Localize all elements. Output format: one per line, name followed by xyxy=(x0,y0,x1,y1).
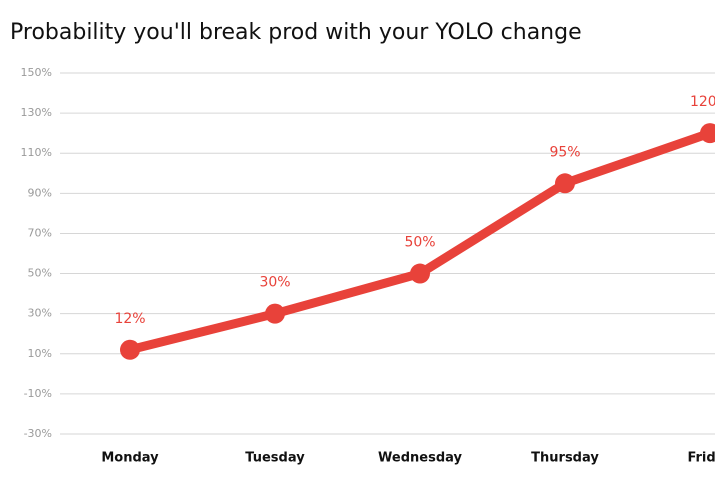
x-tick-label: Monday xyxy=(101,451,159,466)
point xyxy=(265,303,285,324)
point xyxy=(120,339,140,360)
y-tick-label: 90% xyxy=(28,186,52,199)
value-label: 95% xyxy=(549,144,580,160)
y-tick-label: 110% xyxy=(21,146,52,159)
y-tick-label: 70% xyxy=(28,226,52,239)
value-label: 12% xyxy=(114,311,145,327)
x-tick-label: Wednesday xyxy=(378,451,462,466)
x-tick-label: Friday xyxy=(687,451,715,466)
y-tick-label: -30% xyxy=(24,427,52,440)
chart-title: Probability you'll break prod with your … xyxy=(10,20,582,45)
point xyxy=(700,123,715,144)
value-label: 120% xyxy=(690,94,715,110)
y-tick-label: 10% xyxy=(28,347,52,360)
y-tick-label: 150% xyxy=(21,66,52,79)
y-tick-label: -10% xyxy=(24,387,52,400)
value-label: 50% xyxy=(404,235,435,251)
x-tick-label: Tuesday xyxy=(245,451,305,466)
point xyxy=(555,173,575,194)
y-tick-label: 50% xyxy=(28,267,52,280)
point xyxy=(410,263,430,284)
y-tick-label: 30% xyxy=(28,307,52,320)
x-tick-label: Thursday xyxy=(531,451,599,466)
y-tick-label: 130% xyxy=(21,106,52,119)
value-label: 30% xyxy=(259,275,290,291)
